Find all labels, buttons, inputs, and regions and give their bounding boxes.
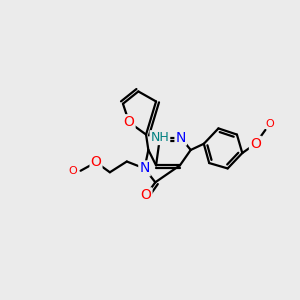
Text: N: N bbox=[139, 161, 150, 176]
Text: O: O bbox=[91, 155, 101, 169]
Text: NH: NH bbox=[151, 131, 169, 144]
Text: O: O bbox=[68, 166, 77, 176]
Text: O: O bbox=[250, 137, 261, 151]
Text: O: O bbox=[124, 115, 134, 129]
Text: N: N bbox=[176, 130, 186, 145]
Text: O: O bbox=[265, 119, 274, 129]
Text: O: O bbox=[141, 188, 152, 203]
